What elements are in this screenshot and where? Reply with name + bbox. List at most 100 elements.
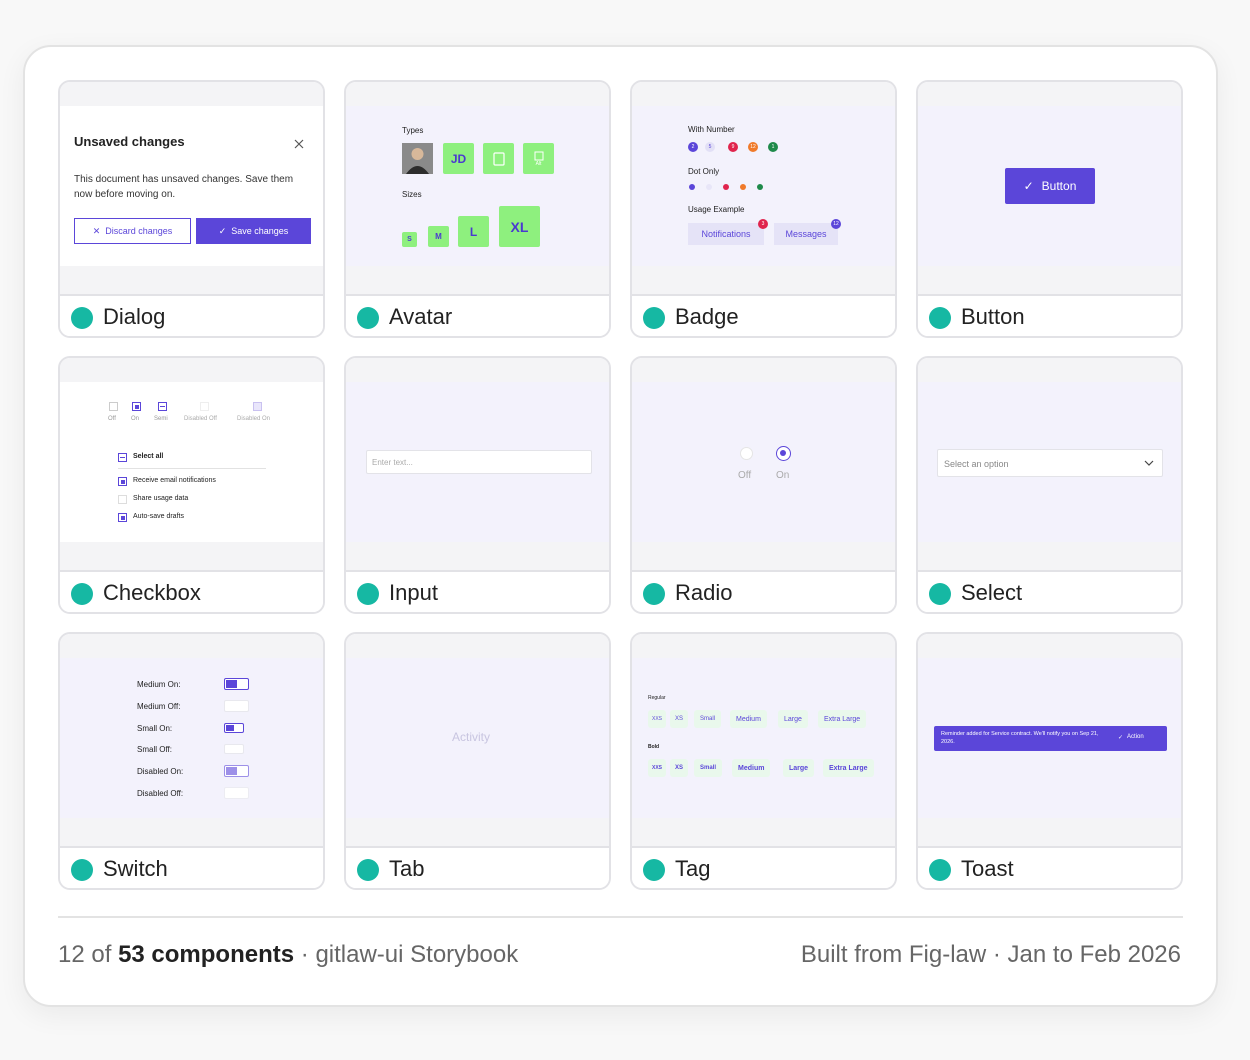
- dot-only-label: Dot Only: [688, 167, 720, 176]
- tag-small-bold: Small: [694, 759, 723, 777]
- messages-button[interactable]: Messages: [774, 223, 838, 245]
- footer-build-info: Built from Fig-law · Jan to Feb 2026: [800, 941, 1181, 968]
- card-caption: Select: [918, 570, 1181, 612]
- checkbox-preview: Off On Semi Disabled Off Disabled On Sel…: [60, 382, 323, 542]
- card-tag[interactable]: Regular XXS XS Small Medium Large Extra …: [630, 632, 897, 890]
- x-icon: ✕: [92, 225, 101, 236]
- user-icon: [483, 143, 514, 174]
- card-preview: With Number 2 5 9 12 1 Dot Only Usage Ex…: [632, 82, 895, 294]
- status-dot: [357, 859, 379, 881]
- status-dot: [929, 583, 951, 605]
- card-preview: Unsaved changes This document has unsave…: [60, 82, 323, 294]
- dot-badge: [723, 184, 729, 190]
- card-caption: Button: [918, 294, 1181, 336]
- message-count-badge: 12: [831, 219, 841, 229]
- switch-medium-on[interactable]: [224, 678, 249, 690]
- checkbox-off[interactable]: [109, 402, 118, 411]
- number-badge: 2: [688, 142, 698, 152]
- toast-action[interactable]: ✓ Action: [1118, 734, 1144, 741]
- card-caption: Badge: [632, 294, 895, 336]
- card-title: Tab: [389, 856, 425, 881]
- status-dot: [929, 859, 951, 881]
- checkbox-semi[interactable]: [158, 402, 167, 411]
- avatar-initials: JD: [443, 143, 474, 174]
- card-preview: Off On Semi Disabled Off Disabled On Sel…: [60, 358, 323, 570]
- footer-count: 12 of 53 components · gitlaw-ui Storyboo…: [58, 941, 519, 968]
- card-checkbox[interactable]: Off On Semi Disabled Off Disabled On Sel…: [58, 356, 325, 614]
- discard-changes-button[interactable]: ✕ Discard changes: [74, 218, 191, 244]
- with-number-label: With Number: [688, 125, 735, 134]
- footer-divider: [58, 916, 1183, 918]
- status-dot: [643, 583, 665, 605]
- badge-preview: With Number 2 5 9 12 1 Dot Only Usage Ex…: [632, 106, 895, 266]
- card-select[interactable]: Select an option Select: [916, 356, 1183, 614]
- tag-large: Large: [778, 710, 808, 728]
- card-title: Tag: [675, 856, 711, 881]
- avatar-photo: [402, 143, 433, 174]
- demo-button[interactable]: ✓ Button: [1005, 168, 1095, 204]
- card-preview: Enter text...: [346, 358, 609, 570]
- tab-activity[interactable]: Activity: [452, 730, 491, 744]
- status-dot: [643, 307, 665, 329]
- status-dot: [71, 859, 93, 881]
- switch-medium-off[interactable]: [224, 700, 249, 712]
- card-dialog[interactable]: Unsaved changes This document has unsave…: [58, 80, 325, 338]
- image-icon: [534, 151, 543, 160]
- card-button[interactable]: ✓ Button Button: [916, 80, 1183, 338]
- checkbox-disabled-on: [253, 402, 262, 411]
- radio-on[interactable]: [776, 446, 791, 461]
- card-preview: Medium On: Medium Off: Small On: Small O…: [60, 634, 323, 846]
- card-title: Select: [961, 580, 1023, 605]
- item-checkbox[interactable]: [118, 477, 127, 486]
- number-badge: 12: [748, 142, 758, 152]
- checkbox-on[interactable]: [132, 402, 141, 411]
- item-checkbox[interactable]: [118, 513, 127, 522]
- select-all-label: Select all: [133, 453, 164, 460]
- tag-xxs-bold: XXS: [648, 759, 667, 777]
- divider: [118, 468, 266, 469]
- notification-count-badge: 3: [758, 219, 768, 229]
- select-all-checkbox[interactable]: [118, 453, 127, 462]
- card-title: Switch: [103, 856, 168, 881]
- card-toast[interactable]: Reminder added for Service contract. We'…: [916, 632, 1183, 890]
- switch-small-off[interactable]: [224, 744, 244, 754]
- status-dot: [71, 583, 93, 605]
- toast-preview: Reminder added for Service contract. We'…: [918, 658, 1181, 818]
- card-caption: Toast: [918, 846, 1181, 888]
- tag-medium: Medium: [730, 710, 767, 728]
- card-preview: Select an option: [918, 358, 1181, 570]
- switch-disabled-off: [224, 787, 249, 799]
- card-title: Avatar: [389, 304, 453, 329]
- select-dropdown[interactable]: Select an option: [937, 449, 1163, 477]
- card-badge[interactable]: With Number 2 5 9 12 1 Dot Only Usage Ex…: [630, 80, 897, 338]
- chevron-down-icon: [1144, 460, 1154, 466]
- card-tab[interactable]: Activity Tab: [344, 632, 611, 890]
- card-caption: Switch: [60, 846, 323, 888]
- card-caption: Tag: [632, 846, 895, 888]
- close-icon[interactable]: [294, 136, 304, 149]
- item-checkbox[interactable]: [118, 495, 127, 504]
- status-dot: [71, 307, 93, 329]
- card-caption: Checkbox: [60, 570, 323, 612]
- save-changes-button[interactable]: ✓ Save changes: [196, 218, 311, 244]
- switch-disabled-on: [224, 765, 249, 777]
- card-preview: Reminder added for Service contract. We'…: [918, 634, 1181, 846]
- card-preview: Types JD Alt Sizes S M L XL: [346, 82, 609, 294]
- dot-badge: [740, 184, 746, 190]
- text-input[interactable]: Enter text...: [366, 450, 592, 474]
- card-radio[interactable]: Off On Radio: [630, 356, 897, 614]
- radio-off[interactable]: [740, 447, 753, 460]
- dialog-preview: Unsaved changes This document has unsave…: [60, 106, 323, 266]
- avatar-xl: XL: [499, 206, 540, 247]
- notifications-button[interactable]: Notifications: [688, 223, 764, 245]
- dialog-body: This document has unsaved changes. Save …: [74, 174, 294, 200]
- check-icon: ✓: [218, 225, 227, 236]
- status-dot: [357, 583, 379, 605]
- card-avatar[interactable]: Types JD Alt Sizes S M L XL Avatar: [344, 80, 611, 338]
- card-switch[interactable]: Medium On: Medium Off: Small On: Small O…: [58, 632, 325, 890]
- tag-xs-bold: XS: [670, 759, 689, 777]
- card-input[interactable]: Enter text... Input: [344, 356, 611, 614]
- switch-small-on[interactable]: [224, 723, 244, 733]
- avatar-l: L: [458, 216, 489, 247]
- switch-preview: Medium On: Medium Off: Small On: Small O…: [60, 658, 323, 818]
